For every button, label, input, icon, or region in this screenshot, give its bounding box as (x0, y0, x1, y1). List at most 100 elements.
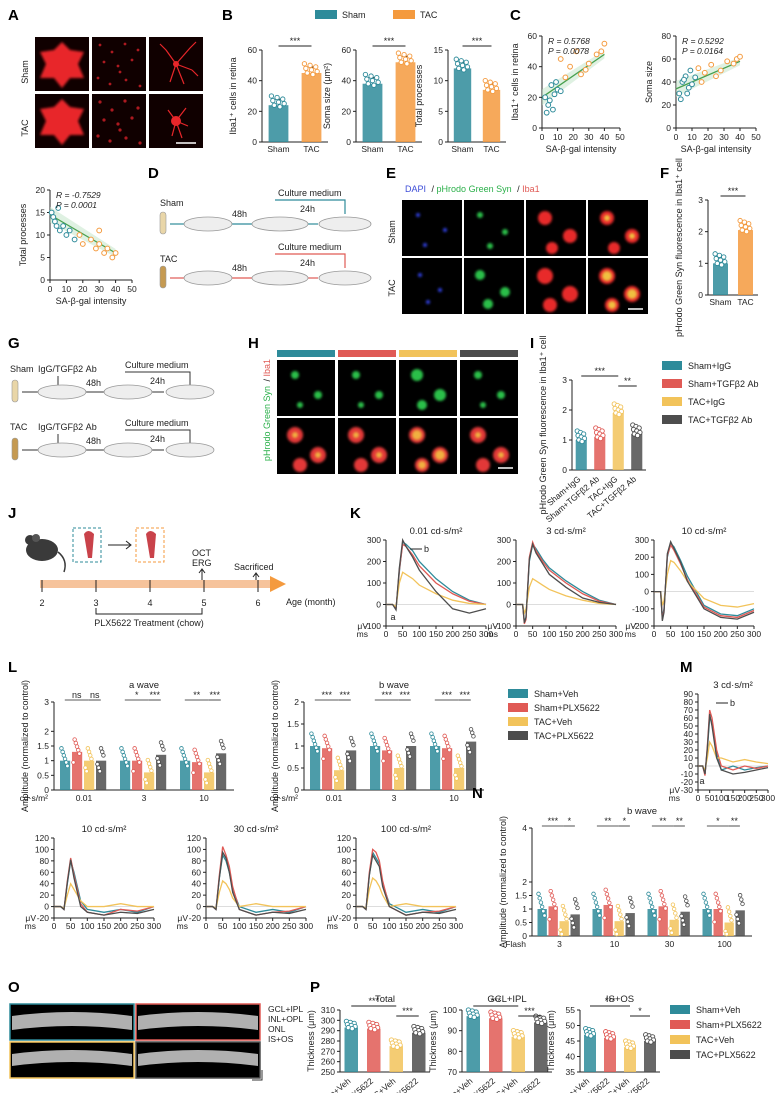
panel-i: I 0 1 2 3 pHrodo Green Syn fluorescence in I… (530, 335, 758, 524)
data-point (559, 931, 564, 937)
data-point (444, 740, 450, 746)
data-point (714, 896, 720, 901)
y-tick-label: 100 (367, 578, 381, 588)
data-point (570, 920, 575, 926)
data-point (61, 753, 67, 758)
y-axis-label: Thickness (μm) (306, 1010, 316, 1072)
y-tick-label: 3 (698, 195, 703, 205)
data-point (461, 67, 467, 73)
y-tick-label: -100 (632, 604, 649, 614)
marker-a: a (699, 776, 704, 786)
data-point (615, 903, 621, 909)
panel-e: E DAPI / pHrodo Green Syn / Iba1 Sham TA… (386, 165, 648, 314)
data-point (304, 70, 310, 76)
data-point (722, 259, 728, 265)
data-point (453, 56, 459, 62)
y-tick-label: 20 (36, 185, 46, 195)
data-point (660, 897, 666, 903)
y-tick-label: 0 (506, 600, 511, 610)
data-point (86, 749, 92, 755)
data-point (322, 733, 327, 739)
y-tick-label: 1.5 (515, 891, 527, 901)
x-axis-label: cd·s/m² (270, 793, 299, 803)
y-tick-label: 290 (321, 1026, 335, 1036)
data-point (624, 915, 629, 920)
data-point (96, 765, 101, 770)
panel-p-label: P (310, 979, 320, 996)
data-point (458, 58, 464, 64)
data-point (572, 897, 578, 902)
data-point (157, 763, 163, 768)
x-axis-label: cd·s/m² (20, 793, 49, 803)
data-point (483, 82, 490, 88)
bar (310, 746, 321, 790)
chart-title: 30 cd·s/m² (234, 824, 279, 835)
oct-layer-legend: GCL+IPL INL+OPL ONL IS+OS (268, 1004, 303, 1044)
data-point (482, 78, 488, 84)
sig-mark: *** (402, 1006, 413, 1016)
sig-mark: *** (290, 36, 301, 46)
y-tick-label: 300 (497, 535, 511, 545)
sig-mark: *** (384, 36, 395, 46)
data-point (670, 902, 676, 907)
x-tick-label: TAC (483, 144, 499, 154)
x-tick-label: 40 (111, 284, 121, 294)
x-axis-label: SA-β-gal intensity (681, 144, 752, 154)
marker-a: a (390, 612, 395, 622)
data-point (395, 753, 401, 758)
data-point (673, 911, 678, 916)
panel-a: A Sham TAC (8, 7, 203, 148)
data-point (271, 102, 277, 108)
data-point (605, 896, 611, 901)
y-axis-label: pHrodo Green Syn fluorescence in Iba1⁺ c… (674, 158, 684, 337)
data-point (394, 776, 399, 781)
data-point (430, 735, 435, 740)
data-point (564, 916, 569, 922)
data-point (713, 255, 719, 262)
x-tick-label: 50 (751, 132, 761, 142)
data-point (546, 97, 553, 104)
legend-swatch (670, 1035, 690, 1044)
y-tick-label: 100 (337, 844, 351, 854)
data-point (405, 747, 410, 752)
timeline-tick-label: 5 (201, 598, 206, 608)
y-tick-label: 70 (684, 705, 694, 715)
x-tick-label: 30 (584, 132, 594, 142)
data-point (470, 730, 475, 735)
y-axis-label: Soma size (μm²) (322, 63, 332, 129)
sig-mark: * (568, 816, 572, 826)
data-point (663, 906, 668, 911)
x-tick-label: 0 (514, 629, 519, 639)
legend-swatch-tac (393, 10, 415, 19)
data-point (417, 1031, 423, 1037)
data-point (582, 66, 589, 73)
x-tick-label: 40 (735, 132, 745, 142)
data-point (311, 738, 317, 743)
data-point (345, 751, 350, 757)
bar (412, 1032, 426, 1072)
y-tick-label: 60 (662, 54, 672, 64)
bar (594, 437, 606, 470)
data-point (713, 891, 718, 897)
data-point (120, 749, 125, 755)
panel-o: O GCL+IPL INL+OPL ONL IS+OS (8, 979, 303, 1081)
data-point (89, 756, 94, 762)
chart-b2-soma-size: 0 20 40 60 Soma size (μm²) Sham TAC *** (322, 36, 422, 154)
data-point (220, 742, 225, 747)
x-tick-label: TAC (303, 144, 319, 154)
data-point (215, 754, 220, 760)
data-point (374, 74, 380, 81)
y-tick-label: 80 (40, 856, 50, 866)
y-tick-label: 70 (448, 1067, 458, 1077)
legend-i: Sham+IgG Sham+TGFβ2 Ab TAC+IgG TAC+TGFβ2 Ab (662, 361, 758, 425)
y-axis-label: Soma size (644, 61, 654, 103)
data-point (274, 94, 280, 101)
y-tick-label: 15 (434, 45, 444, 55)
data-point (277, 104, 283, 110)
data-point (739, 227, 745, 233)
panel-k-label: K (350, 505, 361, 522)
panel-l-label: L (8, 659, 17, 676)
data-point (563, 912, 568, 917)
timeline-tick-label: 6 (255, 598, 260, 608)
